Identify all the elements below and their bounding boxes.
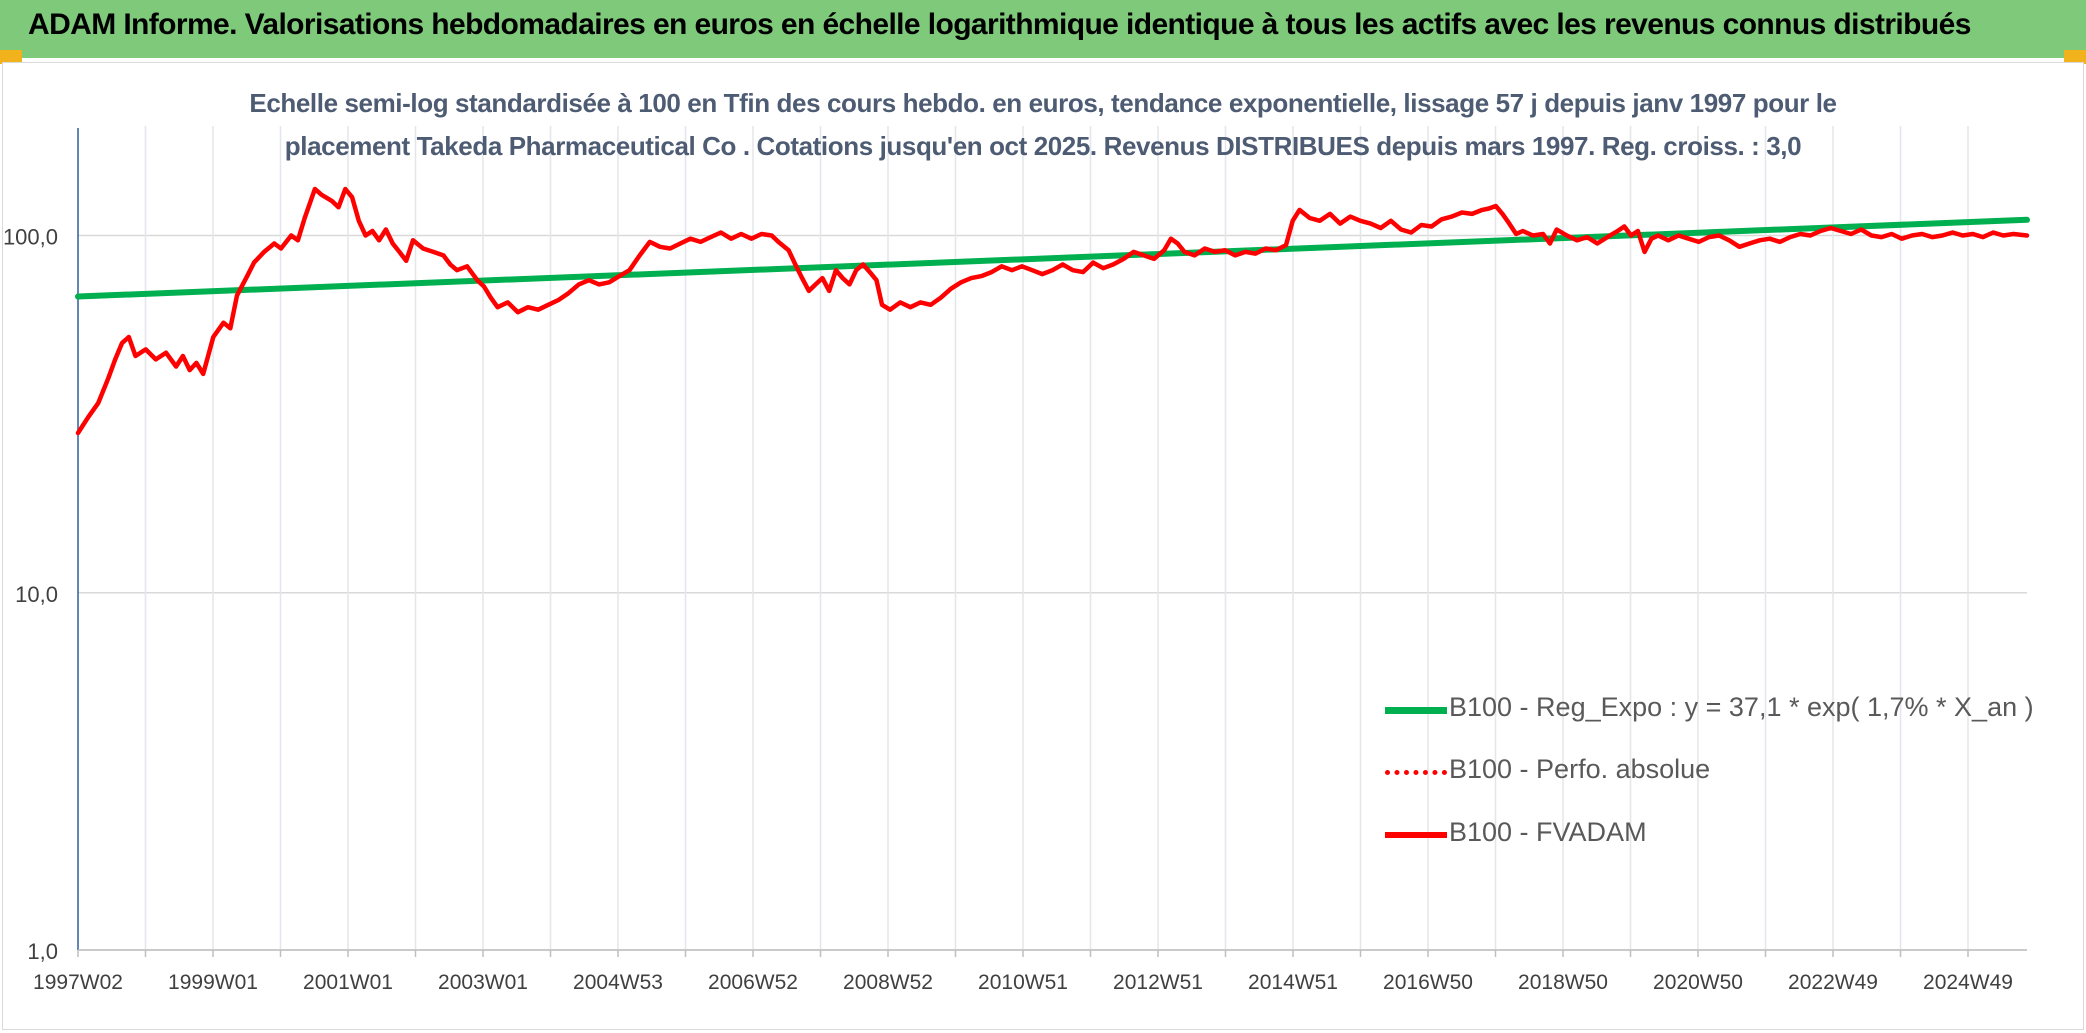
x-tick-label: 2014W51 <box>1248 971 1338 994</box>
legend-swatch-perfo-absolue <box>1385 770 1447 775</box>
x-tick-label: 2008W52 <box>843 971 933 994</box>
series-regression-line <box>75 216 2030 300</box>
x-tick-label: 2003W01 <box>438 971 528 994</box>
x-tick-label: 2004W53 <box>573 971 663 994</box>
x-tick-label: 2024W49 <box>1923 971 2013 994</box>
chart-title-line-1: Echelle semi-log standardisée à 100 en T… <box>249 88 1837 118</box>
corner-marker-top-right <box>2064 50 2086 64</box>
axes: 1,0 10,0 100,0 1997W02 1999W01 2001W01 2003W01… <box>3 128 2027 994</box>
y-tick-label: 1,0 <box>27 939 58 964</box>
legend-swatch-regression <box>1385 707 1447 714</box>
report-title: ADAM Informe. Valorisations hebdomadaire… <box>28 8 1971 41</box>
header-banner: ADAM Informe. Valorisations hebdomadaire… <box>0 0 2086 58</box>
x-tick-label: 2001W01 <box>303 971 393 994</box>
x-tick-label: 1997W02 <box>33 971 123 994</box>
y-tick-label: 10,0 <box>15 582 58 607</box>
x-tick-label: 2006W52 <box>708 971 798 994</box>
legend-swatch-fvadam <box>1385 832 1447 838</box>
chart-title-line-2: placement Takeda Pharmaceutical Co . Cot… <box>284 131 1802 161</box>
legend-label-fvadam: B100 - FVADAM <box>1449 817 1647 847</box>
series-fvadam-line <box>75 186 2030 436</box>
x-tick-label: 2020W50 <box>1653 971 1743 994</box>
x-tick-label: 2016W50 <box>1383 971 1473 994</box>
legend-label-regression: B100 - Reg_Expo : y = 37,1 * exp( 1,7% *… <box>1449 692 2034 722</box>
x-tick-label: 2010W51 <box>978 971 1068 994</box>
x-tick-label: 2022W49 <box>1788 971 1878 994</box>
y-tick-label: 100,0 <box>3 225 58 250</box>
legend-label-perfo-absolue: B100 - Perfo. absolue <box>1449 754 1711 784</box>
x-tick-label: 2018W50 <box>1518 971 1608 994</box>
x-tick-label: 1999W01 <box>168 971 258 994</box>
x-tick-label: 2012W51 <box>1113 971 1203 994</box>
series-lines <box>75 186 2030 436</box>
grid <box>78 126 2027 951</box>
chart-area <box>2 62 2084 1030</box>
corner-marker-top-left <box>0 50 22 64</box>
